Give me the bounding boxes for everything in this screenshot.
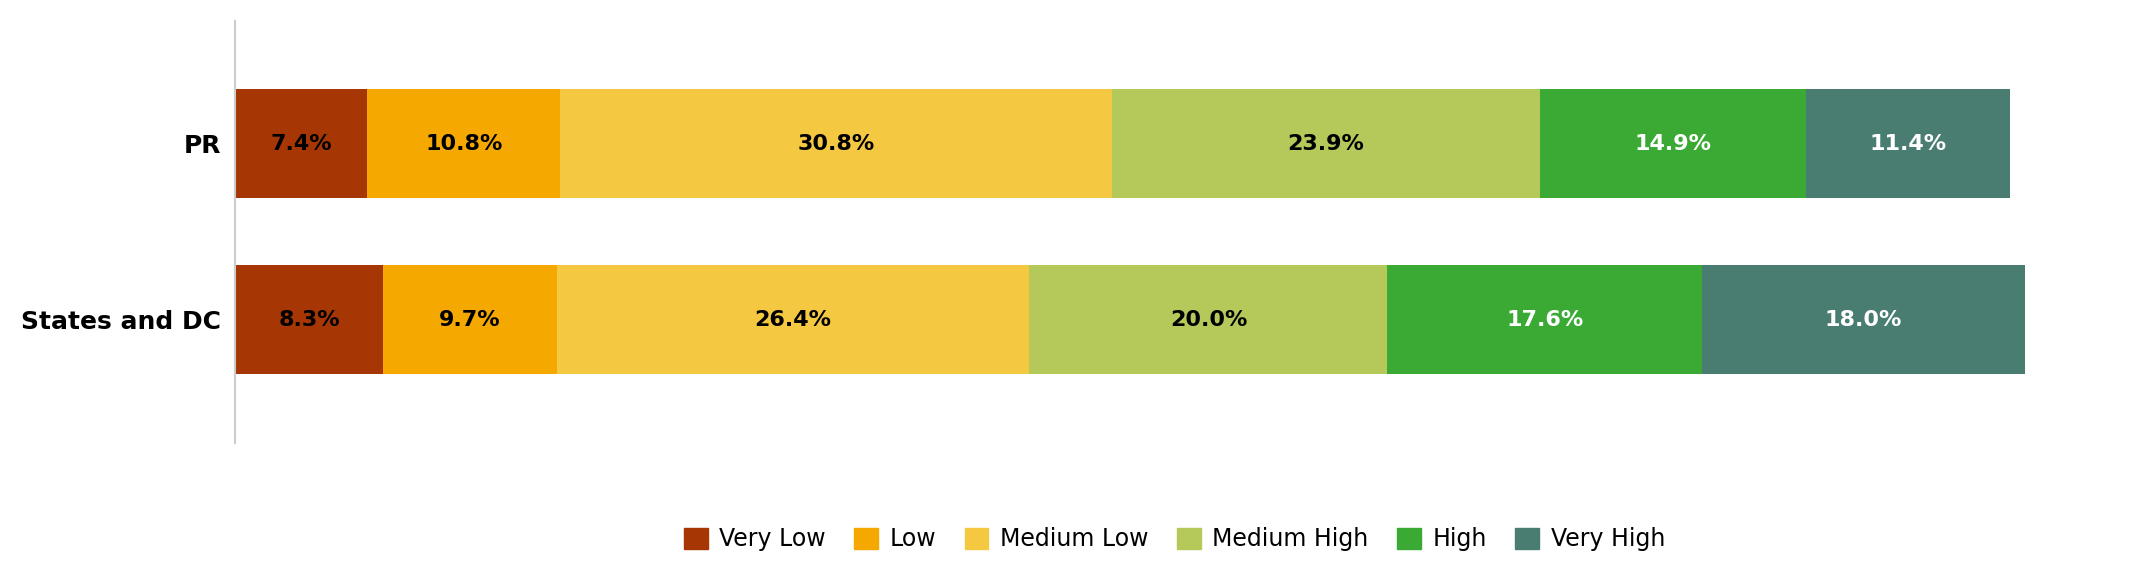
Legend: Very Low, Low, Medium Low, Medium High, High, Very High: Very Low, Low, Medium Low, Medium High, … [675,518,1674,561]
Text: 18.0%: 18.0% [1825,310,1902,330]
Bar [1112,90,1539,199]
Bar [367,90,562,199]
Bar [1702,265,2024,374]
Bar [1806,90,2011,199]
Bar [235,265,384,374]
Bar [1388,265,1702,374]
Bar [1539,90,1806,199]
Text: 7.4%: 7.4% [271,134,331,154]
Text: 9.7%: 9.7% [440,310,502,330]
Text: 26.4%: 26.4% [754,310,833,330]
Text: 14.9%: 14.9% [1635,134,1712,154]
Text: 23.9%: 23.9% [1287,134,1364,154]
Text: 30.8%: 30.8% [798,134,875,154]
Bar [384,265,557,374]
Text: 20.0%: 20.0% [1170,310,1247,330]
Bar [557,265,1029,374]
Bar [562,90,1112,199]
Text: 8.3%: 8.3% [278,310,339,330]
Bar [1029,265,1388,374]
Text: 17.6%: 17.6% [1507,310,1584,330]
Text: 11.4%: 11.4% [1870,134,1947,154]
Text: 10.8%: 10.8% [425,134,502,154]
Bar [235,90,367,199]
